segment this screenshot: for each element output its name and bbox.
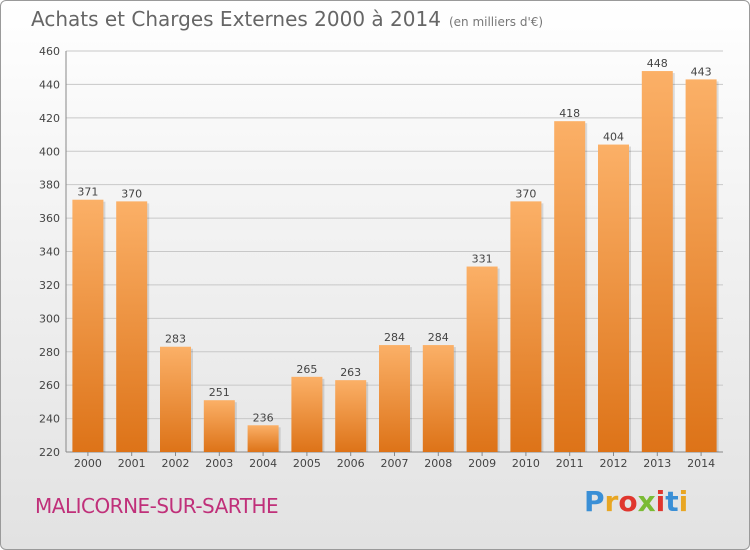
logo-letter: t (665, 485, 679, 518)
y-tick-label: 260 (39, 379, 60, 392)
bar-value-label: 370 (121, 187, 142, 200)
x-tick-label: 2009 (468, 457, 496, 470)
bar-value-label: 236 (253, 411, 274, 424)
chart-title: Achats et Charges Externes 2000 à 2014 (e… (31, 7, 543, 31)
x-tick-label: 2003 (205, 457, 233, 470)
logo-letter: r (604, 485, 619, 518)
bar-value-label: 251 (209, 386, 230, 399)
bar (379, 345, 410, 452)
bar (466, 266, 498, 452)
bar-value-label: 265 (296, 363, 317, 376)
x-tick-label: 2002 (162, 457, 190, 470)
bar (247, 425, 279, 452)
logo-letter: x (637, 485, 656, 518)
y-tick-label: 440 (39, 78, 60, 91)
y-tick-label: 380 (39, 179, 60, 192)
bar (598, 144, 629, 453)
x-tick-label: 2013 (643, 457, 671, 470)
logo-letter: i (678, 485, 689, 518)
x-tick-label: 2007 (381, 457, 409, 470)
y-tick-label: 340 (39, 246, 60, 259)
y-tick-label: 320 (39, 279, 60, 292)
chart-unit: (en milliers d'€) (448, 15, 544, 29)
proxiti-logo: Proxiti (584, 485, 688, 518)
x-tick-label: 2006 (337, 457, 365, 470)
y-tick-label: 280 (39, 346, 60, 359)
x-tick-label: 2010 (512, 457, 540, 470)
x-tick-label: 2014 (687, 457, 715, 470)
bar (510, 201, 542, 452)
x-tick-label: 2001 (118, 457, 146, 470)
bar-value-label: 284 (428, 331, 449, 344)
bar (422, 345, 454, 452)
bar-value-label: 448 (647, 57, 668, 70)
x-tick-label: 2008 (424, 457, 452, 470)
y-tick-label: 460 (39, 45, 60, 58)
bar-value-label: 371 (77, 186, 98, 199)
logo-letter: P (584, 485, 605, 518)
bar-value-label: 263 (340, 366, 361, 379)
bar (160, 346, 191, 452)
logo-letter: o (618, 485, 638, 518)
y-tick-label: 300 (39, 312, 60, 325)
x-tick-label: 2005 (293, 457, 321, 470)
bar (554, 121, 586, 453)
x-tick-label: 2000 (74, 457, 102, 470)
y-tick-label: 220 (39, 446, 60, 459)
bar (335, 380, 367, 452)
bar (291, 376, 323, 452)
bar (116, 201, 148, 452)
bar-value-label: 331 (472, 253, 493, 266)
bar-value-label: 443 (691, 65, 712, 78)
bar-value-label: 370 (515, 187, 536, 200)
bar-value-label: 284 (384, 331, 405, 344)
bar-value-label: 404 (603, 131, 624, 144)
x-tick-label: 2004 (249, 457, 277, 470)
bar (641, 71, 673, 453)
y-tick-label: 360 (39, 212, 60, 225)
x-tick-label: 2011 (556, 457, 584, 470)
y-tick-label: 420 (39, 112, 60, 125)
y-tick-label: 240 (39, 413, 60, 426)
logo-letter: i (655, 485, 666, 518)
bar (685, 79, 717, 452)
place-name: MALICORNE-SUR-SARTHE (35, 494, 279, 518)
y-tick-label: 400 (39, 145, 60, 158)
bar (203, 400, 235, 452)
bar-value-label: 283 (165, 333, 186, 346)
bar (72, 199, 104, 452)
chart-title-text: Achats et Charges Externes 2000 à 2014 (31, 7, 441, 31)
bar-value-label: 418 (559, 107, 580, 120)
x-tick-label: 2012 (600, 457, 628, 470)
